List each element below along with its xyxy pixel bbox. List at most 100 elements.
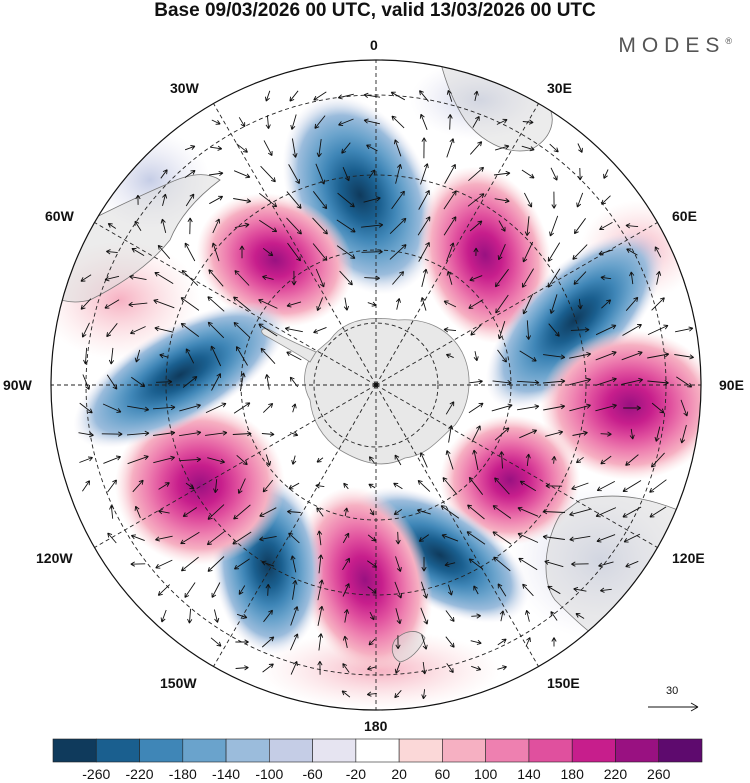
wind-vector (207, 556, 225, 572)
wind-vector (445, 450, 454, 470)
wind-vector (367, 301, 377, 307)
wind-vector (499, 451, 505, 469)
anomaly-negative-75w (73, 302, 287, 448)
wind-vector (447, 114, 453, 130)
wind-vector (389, 244, 407, 260)
wind-vector (654, 426, 661, 442)
anomaly-positive-170w (297, 486, 433, 674)
wind-vector (235, 346, 248, 366)
wind-vector (184, 582, 196, 598)
wind-vector (492, 531, 512, 545)
wind-vector (364, 275, 380, 281)
wind-vector (152, 404, 176, 411)
wind-vector (158, 482, 170, 490)
wind-vector (498, 220, 506, 232)
wind-vector (595, 377, 617, 386)
wind-vector (497, 349, 507, 363)
wind-vector (107, 479, 117, 493)
wind-vector (525, 453, 531, 467)
wind-vector (545, 430, 564, 437)
wind-vector (569, 508, 591, 517)
wind-vector (134, 220, 142, 232)
wind-vector (107, 532, 117, 544)
wind-vector (394, 454, 402, 466)
wind-vector (544, 559, 564, 568)
wind-vector (211, 119, 221, 125)
wind-vector (129, 274, 147, 281)
wind-vector (262, 402, 274, 413)
lon-label-60w: 60W (45, 208, 74, 224)
wind-vector (466, 531, 486, 545)
wind-vector (473, 585, 479, 595)
wind-vector (130, 326, 146, 335)
wind-vector (517, 506, 539, 517)
colorbar-tick-label: -180 (168, 766, 197, 782)
wind-vector (395, 556, 402, 572)
wind-vector (393, 509, 403, 516)
wind-vector (313, 91, 327, 101)
wind-vector (601, 195, 611, 205)
colorbar-tick-label: -60 (302, 766, 323, 782)
wind-vector (420, 163, 429, 185)
wind-vector (393, 139, 402, 157)
wind-vector (260, 347, 276, 365)
wind-vector (131, 247, 145, 256)
wind-vector (420, 297, 427, 311)
wind-vector (361, 222, 384, 228)
wind-vector (236, 143, 248, 153)
wind-vector (522, 293, 534, 315)
wind-vector (290, 555, 297, 573)
wind-vector (497, 244, 506, 261)
wind-vector (363, 118, 380, 125)
wind-vector (446, 242, 455, 262)
colorbar-tick-label: 20 (391, 766, 407, 782)
wind-vector (342, 167, 350, 182)
wind-vector (446, 89, 453, 102)
wind-vector (369, 611, 375, 621)
wind-vector (154, 326, 174, 333)
colorbar-tick-label: 180 (560, 766, 584, 782)
wind-vector (629, 428, 635, 440)
wind-vector (629, 271, 635, 285)
wind-vector (469, 379, 483, 385)
wind-vector (79, 456, 93, 463)
wind-vector (494, 477, 510, 495)
wind-vector (233, 170, 251, 179)
wind-vector (292, 580, 298, 600)
wind-vector (391, 115, 405, 129)
wind-vector (550, 167, 558, 181)
wind-vector (416, 508, 431, 515)
wind-vector (185, 193, 195, 207)
wind-vector (649, 479, 667, 493)
logo-text: MODES (618, 34, 726, 57)
wind-vector (496, 118, 508, 125)
wind-vector (573, 586, 587, 593)
wind-vector (647, 324, 669, 336)
wind-vector (473, 247, 479, 257)
wind-vector (446, 270, 453, 285)
wind-vector (470, 639, 482, 645)
graticule (51, 60, 701, 710)
colorbar-tick-label: -100 (255, 766, 284, 782)
colorbar-tick-label: 60 (434, 766, 451, 782)
wind-vector (261, 431, 275, 437)
wind-vector (595, 324, 617, 336)
colorbar-swatch (139, 738, 184, 763)
wind-vector (469, 275, 483, 282)
wind-vector (551, 637, 557, 647)
wind-vector (106, 249, 118, 255)
wind-vector (571, 482, 589, 491)
wind-vector (622, 480, 642, 492)
wind-vector (421, 268, 428, 288)
wind-vector (316, 530, 323, 546)
wind-vector (623, 533, 641, 543)
wind-vector (80, 298, 92, 310)
wind-vector (443, 327, 457, 333)
wind-vector (417, 479, 431, 492)
wind-vector (599, 222, 613, 231)
wind-vector (467, 504, 485, 520)
wind-vector (153, 455, 176, 464)
wind-vector (131, 376, 146, 388)
wind-vector (525, 637, 531, 647)
wind-vector (495, 294, 509, 314)
